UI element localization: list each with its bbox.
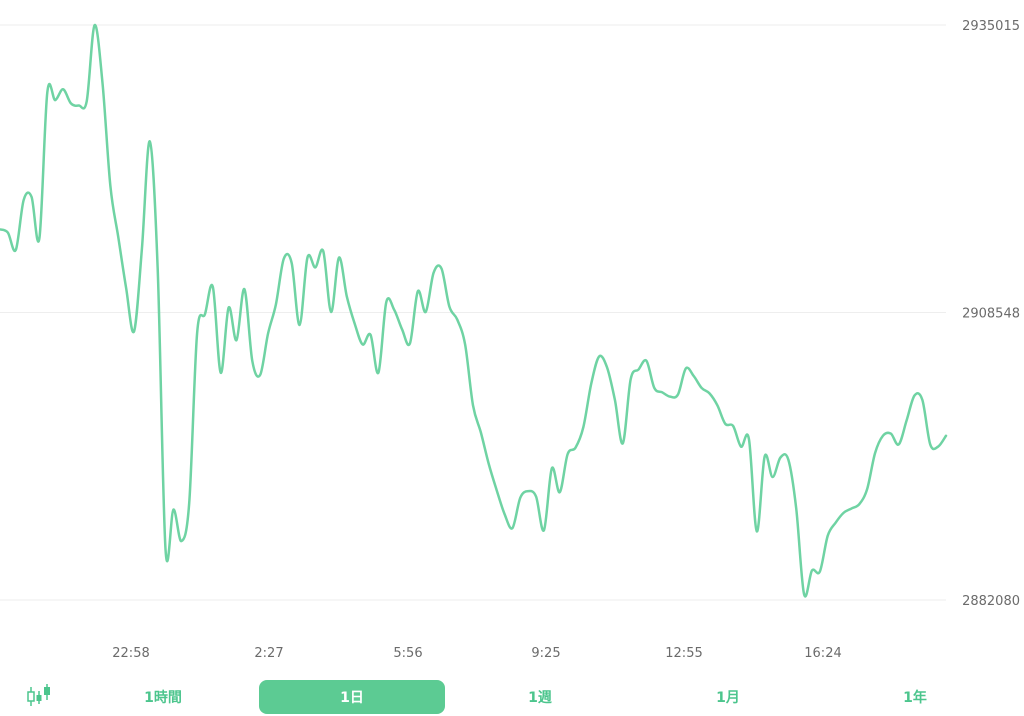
range-label: 1日 [340,690,364,706]
y-tick-label: 2882080 [962,594,1020,609]
price-chart: 2935015 2908548 2882080 [0,19,1020,609]
x-tick-label: 5:56 [393,646,423,661]
range-label: 1週 [528,690,552,706]
x-tick-label: 12:55 [665,646,703,661]
x-tick-label: 2:27 [254,646,284,661]
x-tick-label: 16:24 [804,646,842,661]
candlestick-chart-button[interactable] [22,683,56,709]
price-chart-svg: 2935015 2908548 2882080 [0,19,1020,609]
range-label: 1年 [903,690,927,706]
x-axis: 22:58 2:27 5:56 9:25 12:55 16:24 [0,640,1024,668]
range-1-hour-button[interactable]: 1時間 [70,680,256,714]
candlestick-icon [27,684,50,706]
range-label: 1時間 [144,690,182,706]
y-tick-label: 2935015 [962,19,1020,34]
range-1-month-button[interactable]: 1月 [635,680,821,714]
range-1-day-button[interactable]: 1日 [259,680,445,714]
range-toolbar: 1時間 1日 1週 1月 1年 [0,677,1024,715]
range-1-year-button[interactable]: 1年 [822,680,1008,714]
x-tick-label: 22:58 [112,646,150,661]
range-1-week-button[interactable]: 1週 [447,680,633,714]
range-label: 1月 [716,690,740,706]
x-tick-label: 9:25 [531,646,561,661]
price-series-line [0,23,948,598]
y-tick-label: 2908548 [962,306,1020,321]
